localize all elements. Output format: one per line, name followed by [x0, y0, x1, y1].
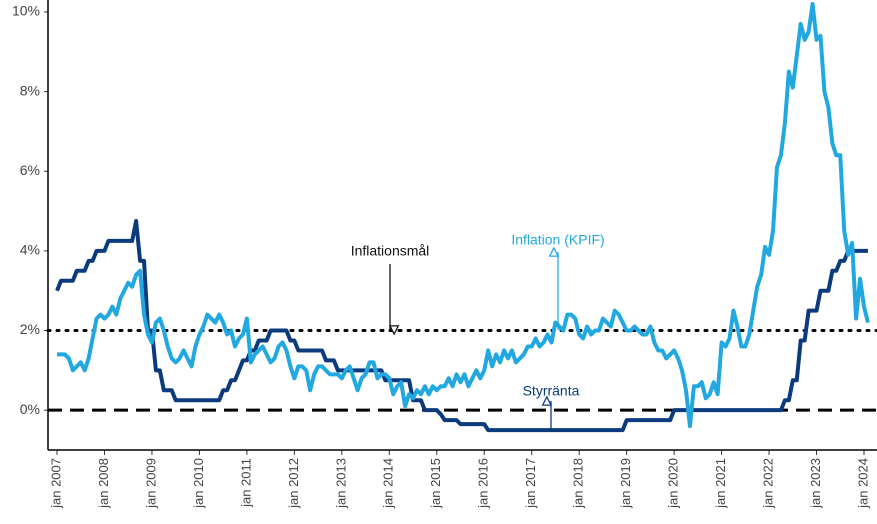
- y-tick-label: 10%: [12, 3, 40, 19]
- x-tick-label: jan 2017: [523, 458, 538, 509]
- x-tick-label: jan 2019: [618, 458, 633, 509]
- x-tick-label: jan 2007: [48, 458, 63, 509]
- y-tick-label: 6%: [20, 162, 40, 178]
- y-tick-label: 2%: [20, 321, 40, 337]
- x-tick-label: jan 2023: [808, 458, 823, 509]
- x-tick-label: jan 2022: [760, 458, 775, 509]
- x-tick-label: jan 2009: [143, 458, 158, 509]
- x-tick-label: jan 2020: [666, 458, 681, 509]
- annotation: Inflation (KPIF): [511, 232, 604, 248]
- x-tick-label: jan 2008: [96, 458, 111, 509]
- x-tick-label: jan 2021: [713, 458, 728, 509]
- annotation: Styrränta: [523, 383, 580, 399]
- x-tick-label: jan 2024: [855, 458, 870, 509]
- y-tick-label: 8%: [20, 82, 40, 98]
- annotation: Inflationsmål: [351, 243, 430, 259]
- x-tick-label: jan 2015: [428, 458, 443, 509]
- x-tick-label: jan 2011: [238, 458, 253, 508]
- x-tick-label: jan 2018: [571, 458, 586, 509]
- y-tick-label: 4%: [20, 242, 40, 258]
- x-tick-label: jan 2010: [191, 458, 206, 509]
- series-line: [55, 219, 868, 433]
- x-tick-label: jan 2014: [381, 458, 396, 509]
- x-tick-label: jan 2016: [476, 458, 491, 509]
- x-tick-label: jan 2012: [286, 458, 301, 509]
- series-line: [57, 1, 870, 429]
- x-tick-label: jan 2013: [333, 458, 348, 509]
- y-tick-label: 0%: [20, 401, 40, 417]
